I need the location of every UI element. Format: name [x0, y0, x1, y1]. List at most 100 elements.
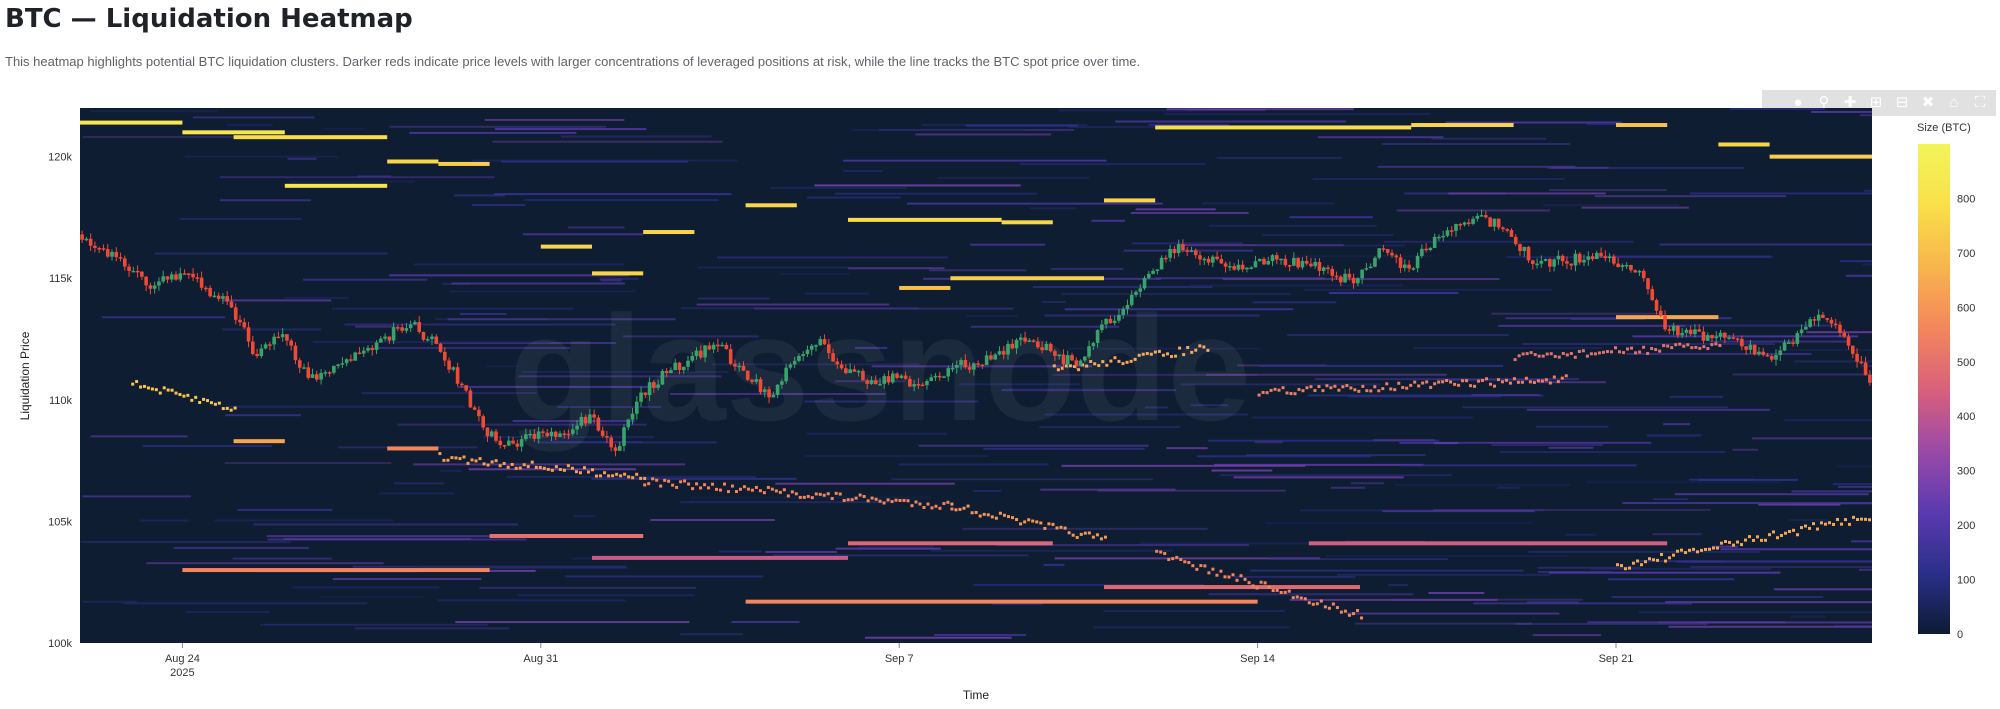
cluster-dot — [1085, 364, 1089, 368]
heatmap-streak — [1001, 389, 1176, 392]
cluster-dot — [162, 386, 166, 390]
price-candle — [1074, 360, 1079, 366]
camera-icon[interactable]: ● — [1793, 94, 1803, 111]
heatmap-streak — [573, 515, 597, 518]
cluster-dot — [1339, 610, 1343, 614]
cluster-dot — [890, 500, 894, 504]
price-candle — [899, 375, 904, 378]
price-candle — [609, 437, 613, 448]
price-candle — [455, 367, 460, 384]
price-candle — [1189, 250, 1194, 252]
cluster-dot — [1113, 356, 1117, 360]
price-candle — [280, 334, 285, 338]
price-candle — [1705, 335, 1710, 341]
cluster-dot — [1496, 378, 1500, 382]
heatmap-streak — [393, 482, 445, 485]
heatmap-streak — [471, 159, 737, 162]
price-candle — [1449, 230, 1454, 232]
heatmap-streak — [1632, 335, 1858, 338]
price-candle — [1211, 256, 1215, 263]
heatmap-streak — [123, 602, 368, 605]
cluster-dot — [1648, 557, 1651, 561]
price-candle — [468, 390, 473, 408]
cluster-dot — [778, 490, 782, 494]
cluster-dot — [683, 479, 687, 483]
heatmap-streak — [332, 578, 482, 581]
price-candle — [1744, 346, 1748, 350]
price-candle — [545, 432, 549, 437]
cluster-dot — [1545, 352, 1549, 356]
cluster-dot — [1718, 343, 1722, 347]
price-candle — [1509, 230, 1514, 237]
cluster-dot — [1616, 563, 1619, 567]
heatmap-streak — [1373, 438, 1435, 441]
cluster-dot — [1047, 522, 1051, 526]
cluster-dot — [1652, 558, 1655, 562]
zoom-in-icon[interactable]: ⊞ — [1869, 94, 1883, 111]
heatmap-streak — [557, 406, 662, 409]
price-candle — [942, 376, 946, 378]
heatmap-streak — [1097, 489, 1286, 492]
cluster-dot — [726, 490, 730, 494]
price-candle — [1424, 248, 1428, 251]
price-candle — [400, 327, 404, 331]
price-candle — [792, 360, 797, 365]
heatmap-streak — [1382, 510, 1535, 513]
cluster-dot — [139, 385, 143, 389]
cluster-dot — [1159, 550, 1163, 554]
cluster-dot — [866, 499, 870, 503]
price-candle — [1091, 342, 1096, 347]
price-candle — [110, 251, 114, 257]
heatmap-streak — [284, 297, 349, 300]
cluster-dot — [570, 466, 574, 470]
price-candle — [605, 435, 609, 438]
price-candle — [216, 295, 221, 299]
heatmap-streak — [931, 549, 1173, 552]
cluster-dot — [1544, 378, 1548, 382]
heatmap-streak — [1290, 255, 1433, 258]
price-candle — [1232, 266, 1236, 270]
price-candle — [1236, 264, 1241, 270]
autoscale-icon[interactable]: ✖ — [1921, 94, 1935, 111]
cluster-dot — [1206, 348, 1210, 352]
price-candle — [434, 336, 439, 344]
price-candle — [144, 276, 148, 286]
reset-axes-icon[interactable]: ⌂ — [1949, 94, 1959, 111]
heatmap-streak — [1377, 165, 1576, 168]
liquidation-band — [745, 203, 797, 208]
price-candle — [891, 373, 895, 383]
cluster-dot — [514, 466, 518, 470]
cluster-dot — [1409, 383, 1413, 387]
heatmap-streak — [1773, 588, 1872, 591]
cluster-dot — [1163, 552, 1167, 556]
cluster-dot — [1343, 609, 1347, 613]
price-candle — [1403, 264, 1407, 268]
cluster-dot — [1529, 351, 1533, 355]
fullscreen-icon[interactable]: ⛶ — [1974, 94, 1986, 111]
heatmap-streak — [1542, 203, 1679, 206]
price-candle — [1590, 256, 1595, 260]
heatmap-streak — [1326, 554, 1569, 557]
price-candle — [1228, 266, 1232, 268]
cluster-dot — [1335, 606, 1339, 610]
price-candle — [583, 416, 588, 424]
heatmap-streak — [1383, 240, 1634, 243]
heatmap-streak — [906, 202, 1163, 205]
price-candle — [1646, 278, 1650, 290]
heatmap-streak — [937, 176, 1090, 179]
heatmap-streak — [1140, 542, 1356, 545]
heatmap-streak — [1698, 621, 1872, 624]
zoom-out-icon[interactable]: ⊟ — [1895, 94, 1909, 111]
cluster-dot — [1051, 522, 1055, 526]
cluster-dot — [186, 393, 190, 397]
cluster-dot — [1581, 349, 1585, 353]
watermark: glassnode — [509, 284, 1251, 452]
cluster-dot — [1083, 531, 1087, 535]
pan-icon[interactable]: ✚ — [1843, 94, 1857, 111]
heatmap-streak — [1054, 557, 1320, 560]
heatmap-streak — [1219, 474, 1452, 477]
zoom-icon[interactable]: ⚲ — [1818, 94, 1830, 111]
cluster-dot — [607, 474, 611, 478]
price-candle — [963, 360, 968, 368]
heatmap-streak — [1860, 642, 1872, 643]
